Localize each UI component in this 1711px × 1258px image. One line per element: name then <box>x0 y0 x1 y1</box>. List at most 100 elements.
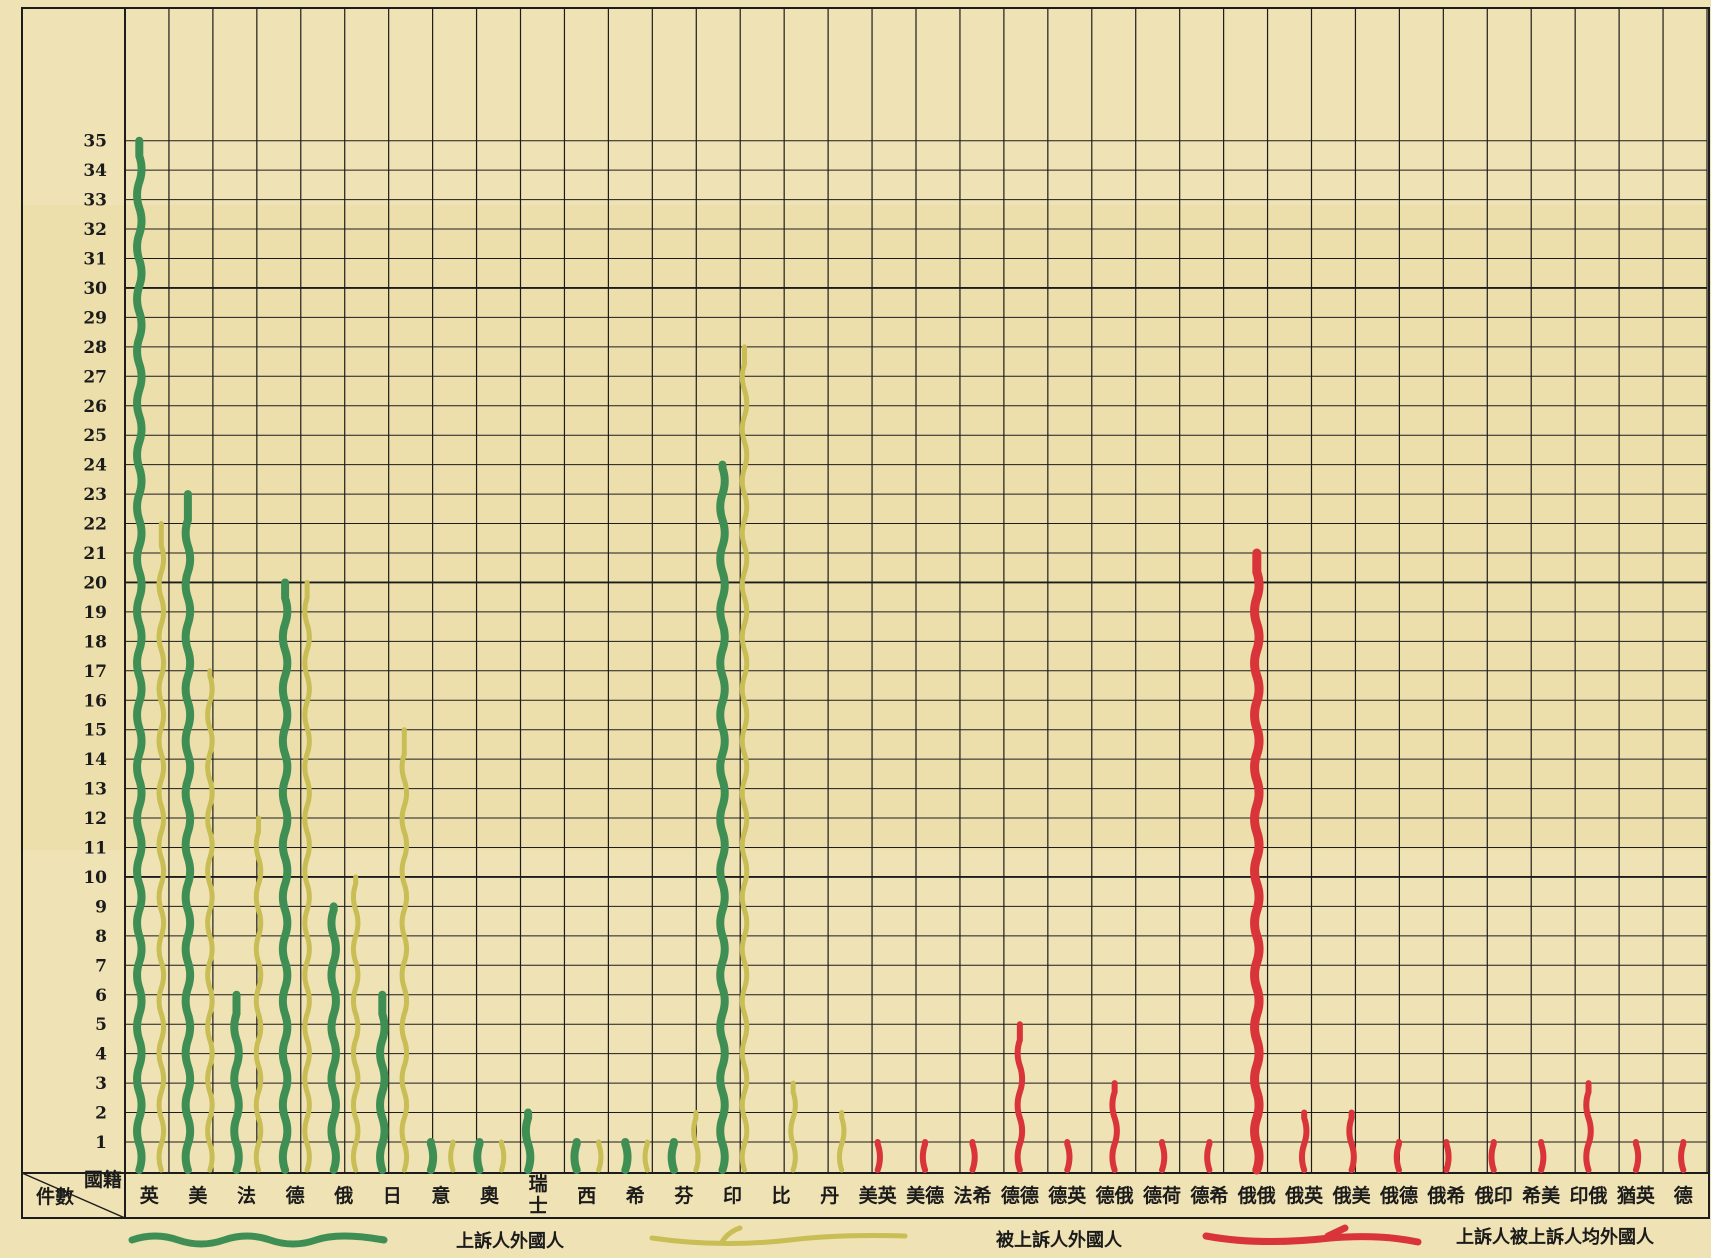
y-tick-label: 35 <box>83 132 107 152</box>
category-label: 德德 <box>1001 1184 1039 1207</box>
bar-defendant <box>253 815 264 1173</box>
bar-plaintiff <box>621 1138 632 1174</box>
category-label: 俄 <box>333 1184 353 1207</box>
bar-mutual <box>874 1139 883 1173</box>
bar-plaintiff <box>278 578 292 1174</box>
bar-mutual <box>1393 1139 1402 1173</box>
bar-defendant <box>836 1110 847 1173</box>
bar-defendant <box>691 1110 701 1173</box>
y-tick-label: 11 <box>83 839 107 859</box>
category-label: 德希 <box>1190 1184 1228 1207</box>
bar-mutual <box>1014 1021 1026 1173</box>
bar-plaintiff <box>327 902 340 1174</box>
category-label: 印 <box>723 1185 742 1207</box>
category-label: 俄印 <box>1474 1184 1513 1207</box>
y-tick-label: 25 <box>83 426 107 446</box>
bar-mutual <box>1346 1109 1357 1173</box>
y-tick-label: 26 <box>83 397 107 417</box>
bar-mutual <box>969 1139 978 1173</box>
bar-mutual <box>1488 1139 1497 1173</box>
y-tick-label: 4 <box>95 1045 107 1065</box>
bar-defendant <box>302 579 312 1173</box>
y-tick-label: 6 <box>95 986 107 1006</box>
bar-defendant <box>642 1139 650 1173</box>
category-label: 俄美 <box>1332 1184 1372 1207</box>
y-tick-label: 9 <box>95 897 107 917</box>
category-label: 法希 <box>953 1184 991 1207</box>
bar-mutual <box>1298 1109 1310 1173</box>
y-tick-label: 17 <box>83 662 107 682</box>
bar-mutual <box>1678 1139 1687 1173</box>
y-tick-label: 30 <box>83 279 107 299</box>
bar-plaintiff <box>181 490 195 1174</box>
category-label: 比 <box>772 1185 791 1207</box>
category-label: 日 <box>383 1185 402 1207</box>
category-label: 德荷 <box>1143 1184 1181 1207</box>
y-tick-label: 23 <box>83 485 107 505</box>
legend-label-mutual: 上訴人被上訴人均外國人 <box>1456 1226 1655 1248</box>
category-label: 西 <box>577 1185 596 1207</box>
bar-plaintiff <box>133 136 146 1174</box>
y-tick-label: 21 <box>83 544 107 564</box>
y-tick-label: 29 <box>83 308 107 328</box>
category-label: 意 <box>431 1184 450 1207</box>
y-tick-label: 15 <box>83 721 107 741</box>
y-tick-label: 10 <box>83 868 107 888</box>
category-label: 德 <box>286 1184 305 1207</box>
category-label: 俄希 <box>1426 1184 1465 1207</box>
bar-plaintiff <box>667 1138 678 1174</box>
y-tick-label: 7 <box>95 956 107 976</box>
bar-defendant <box>350 874 361 1173</box>
bar-mutual <box>1159 1139 1168 1173</box>
bar-defendant <box>156 521 167 1173</box>
category-label: 美 <box>188 1184 208 1207</box>
y-tick-label: 14 <box>83 750 107 770</box>
category-label: 印俄 <box>1570 1184 1608 1207</box>
category-label: 德俄 <box>1096 1184 1134 1207</box>
y-tick-label: 34 <box>83 161 107 181</box>
category-label: 瑞 <box>529 1172 548 1195</box>
category-label: 法 <box>237 1184 256 1207</box>
bar-mutual <box>1250 548 1264 1175</box>
legend-label-plaintiff: 上訴人外國人 <box>456 1230 565 1252</box>
legend-label-defendant: 被上訴人外國人 <box>996 1229 1123 1251</box>
category-label: 俄英 <box>1284 1184 1324 1207</box>
bar-mutual <box>1583 1080 1594 1173</box>
bar-defendant <box>739 344 750 1173</box>
category-label: 丹 <box>820 1185 839 1207</box>
corner-header-value: 件數 <box>36 1185 74 1208</box>
bar-mutual <box>1109 1080 1120 1173</box>
y-tick-label: 24 <box>83 456 107 476</box>
y-tick-label: 2 <box>95 1104 107 1124</box>
bar-defendant <box>788 1080 798 1173</box>
y-tick-label: 28 <box>83 338 107 358</box>
bar-plaintiff <box>230 990 243 1174</box>
bar-defendant <box>499 1139 507 1173</box>
bar-mutual <box>1538 1139 1547 1173</box>
y-tick-label: 33 <box>83 191 107 211</box>
y-tick-label: 19 <box>83 603 107 623</box>
y-tick-label: 16 <box>83 691 107 711</box>
data-stems <box>133 136 1687 1175</box>
y-tick-label: 18 <box>83 632 107 652</box>
bar-plaintiff <box>521 1108 535 1174</box>
bar-defendant <box>596 1139 604 1173</box>
category-label: 希 <box>626 1184 645 1207</box>
corner-header-row: 國籍 <box>84 1168 122 1191</box>
bar-mutual <box>1443 1139 1452 1173</box>
bar-defendant <box>399 727 410 1173</box>
legend-swatch-mutual <box>1202 1224 1422 1246</box>
y-tick-label: 31 <box>83 250 107 270</box>
y-tick-label: 5 <box>95 1015 107 1035</box>
bar-plaintiff <box>716 460 729 1174</box>
grid <box>21 7 1710 1219</box>
bar-mutual <box>1204 1139 1213 1173</box>
category-label: 猶英 <box>1616 1184 1656 1207</box>
y-tick-label: 27 <box>83 367 107 387</box>
bar-defendant <box>448 1139 456 1173</box>
y-tick-label: 8 <box>95 927 107 947</box>
legend: 上訴人外國人 被上訴人外國人 上訴人被上訴人均外國人 <box>128 1224 1655 1252</box>
y-tick-label: 3 <box>95 1074 107 1094</box>
corner-header: 件數 國籍 <box>21 1168 126 1219</box>
